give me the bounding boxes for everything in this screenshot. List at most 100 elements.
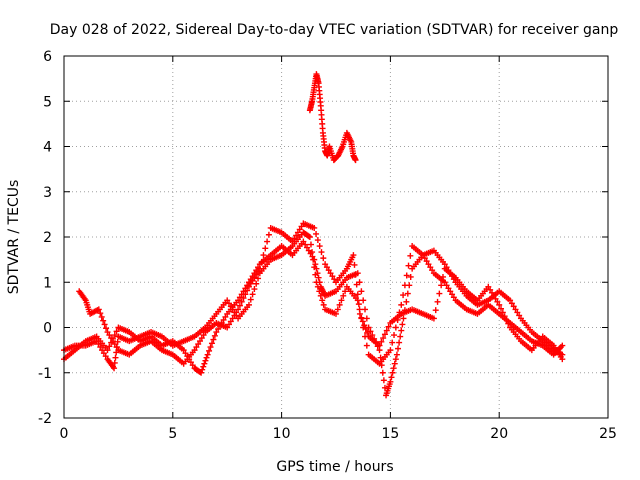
data-point xyxy=(387,347,394,354)
data-point xyxy=(403,272,410,279)
data-point xyxy=(401,282,408,289)
data-point xyxy=(224,324,231,331)
data-point xyxy=(244,287,251,294)
data-point xyxy=(447,288,454,295)
data-point xyxy=(195,341,202,348)
data-point xyxy=(106,332,113,339)
data-point xyxy=(220,316,227,323)
data-point xyxy=(327,270,334,277)
data-point xyxy=(490,292,497,299)
data-point xyxy=(379,369,386,376)
data-point xyxy=(100,350,107,357)
data-point xyxy=(450,294,457,301)
data-point xyxy=(362,306,369,313)
data-point xyxy=(189,362,196,369)
data-point xyxy=(334,306,341,313)
data-point xyxy=(296,226,303,233)
data-point xyxy=(323,264,330,271)
x-axis-label: GPS time / hours xyxy=(276,459,393,475)
data-point xyxy=(229,315,236,322)
data-point xyxy=(264,238,271,245)
data-point xyxy=(381,331,388,338)
data-point xyxy=(516,312,523,319)
data-point xyxy=(407,273,414,280)
data-point xyxy=(98,313,105,320)
data-point xyxy=(262,245,269,252)
data-point xyxy=(180,347,187,354)
data-point xyxy=(198,335,205,342)
data-point xyxy=(113,328,120,335)
data-point xyxy=(378,338,385,345)
data-point xyxy=(353,281,360,288)
data-point xyxy=(329,273,336,280)
data-point xyxy=(111,365,118,372)
data-point xyxy=(210,336,217,343)
data-point xyxy=(238,298,245,305)
data-point xyxy=(503,316,510,323)
data-point xyxy=(240,288,247,295)
data-point xyxy=(95,306,102,313)
data-point xyxy=(289,238,296,245)
data-point xyxy=(97,344,104,351)
data-point xyxy=(256,265,263,272)
x-tick-label: 25 xyxy=(599,426,617,442)
data-point xyxy=(318,249,325,256)
data-point xyxy=(242,291,249,298)
data-point xyxy=(253,280,260,287)
data-point xyxy=(227,303,234,310)
data-point xyxy=(427,264,434,271)
series-track-b xyxy=(61,229,566,372)
y-axis-label: SDTVAR / TECUs xyxy=(6,180,22,295)
data-point xyxy=(352,157,359,164)
data-point xyxy=(331,276,338,283)
data-point xyxy=(389,369,396,376)
series-track-d xyxy=(306,71,359,164)
data-point xyxy=(438,282,445,289)
data-point xyxy=(104,329,111,336)
data-point xyxy=(399,321,406,328)
data-point xyxy=(398,301,405,308)
data-point xyxy=(298,223,305,230)
data-point xyxy=(245,283,252,290)
data-point xyxy=(253,271,260,278)
data-point xyxy=(494,298,501,305)
data-point xyxy=(380,377,387,384)
data-point xyxy=(485,283,492,290)
data-point xyxy=(233,309,240,316)
data-point xyxy=(364,329,371,336)
x-tick-label: 0 xyxy=(60,426,69,442)
data-point xyxy=(249,291,256,298)
data-point xyxy=(314,237,321,244)
data-point xyxy=(113,344,120,351)
data-point xyxy=(312,261,319,268)
data-point xyxy=(499,309,506,316)
data-point xyxy=(317,292,324,299)
data-point xyxy=(391,360,398,367)
data-point xyxy=(514,309,521,316)
data-point xyxy=(305,233,312,240)
data-point xyxy=(106,343,113,350)
data-point xyxy=(265,231,272,238)
data-point xyxy=(325,267,332,274)
data-point xyxy=(338,297,345,304)
data-point xyxy=(316,288,323,295)
data-point xyxy=(432,307,439,314)
data-point xyxy=(361,322,368,329)
data-point xyxy=(236,294,243,301)
data-point xyxy=(421,255,428,262)
data-point xyxy=(559,356,566,363)
data-point xyxy=(315,274,322,281)
y-tick-label: 6 xyxy=(43,49,52,65)
data-point xyxy=(512,306,519,313)
data-point xyxy=(236,302,243,309)
data-point xyxy=(322,261,329,268)
data-point xyxy=(404,290,411,297)
data-point xyxy=(199,366,206,373)
data-point xyxy=(224,297,231,304)
data-point xyxy=(255,275,262,282)
data-point xyxy=(222,313,229,320)
data-point xyxy=(352,271,359,278)
data-point xyxy=(305,247,312,254)
data-point xyxy=(208,340,215,347)
